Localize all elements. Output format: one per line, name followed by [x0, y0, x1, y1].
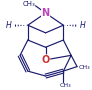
- Text: CH₃: CH₃: [79, 65, 91, 70]
- Text: CH₃: CH₃: [22, 1, 35, 7]
- Text: CH₃: CH₃: [60, 83, 71, 88]
- Text: N: N: [41, 8, 50, 18]
- Text: O: O: [41, 55, 50, 65]
- Text: H: H: [79, 21, 85, 30]
- Text: H: H: [6, 21, 12, 30]
